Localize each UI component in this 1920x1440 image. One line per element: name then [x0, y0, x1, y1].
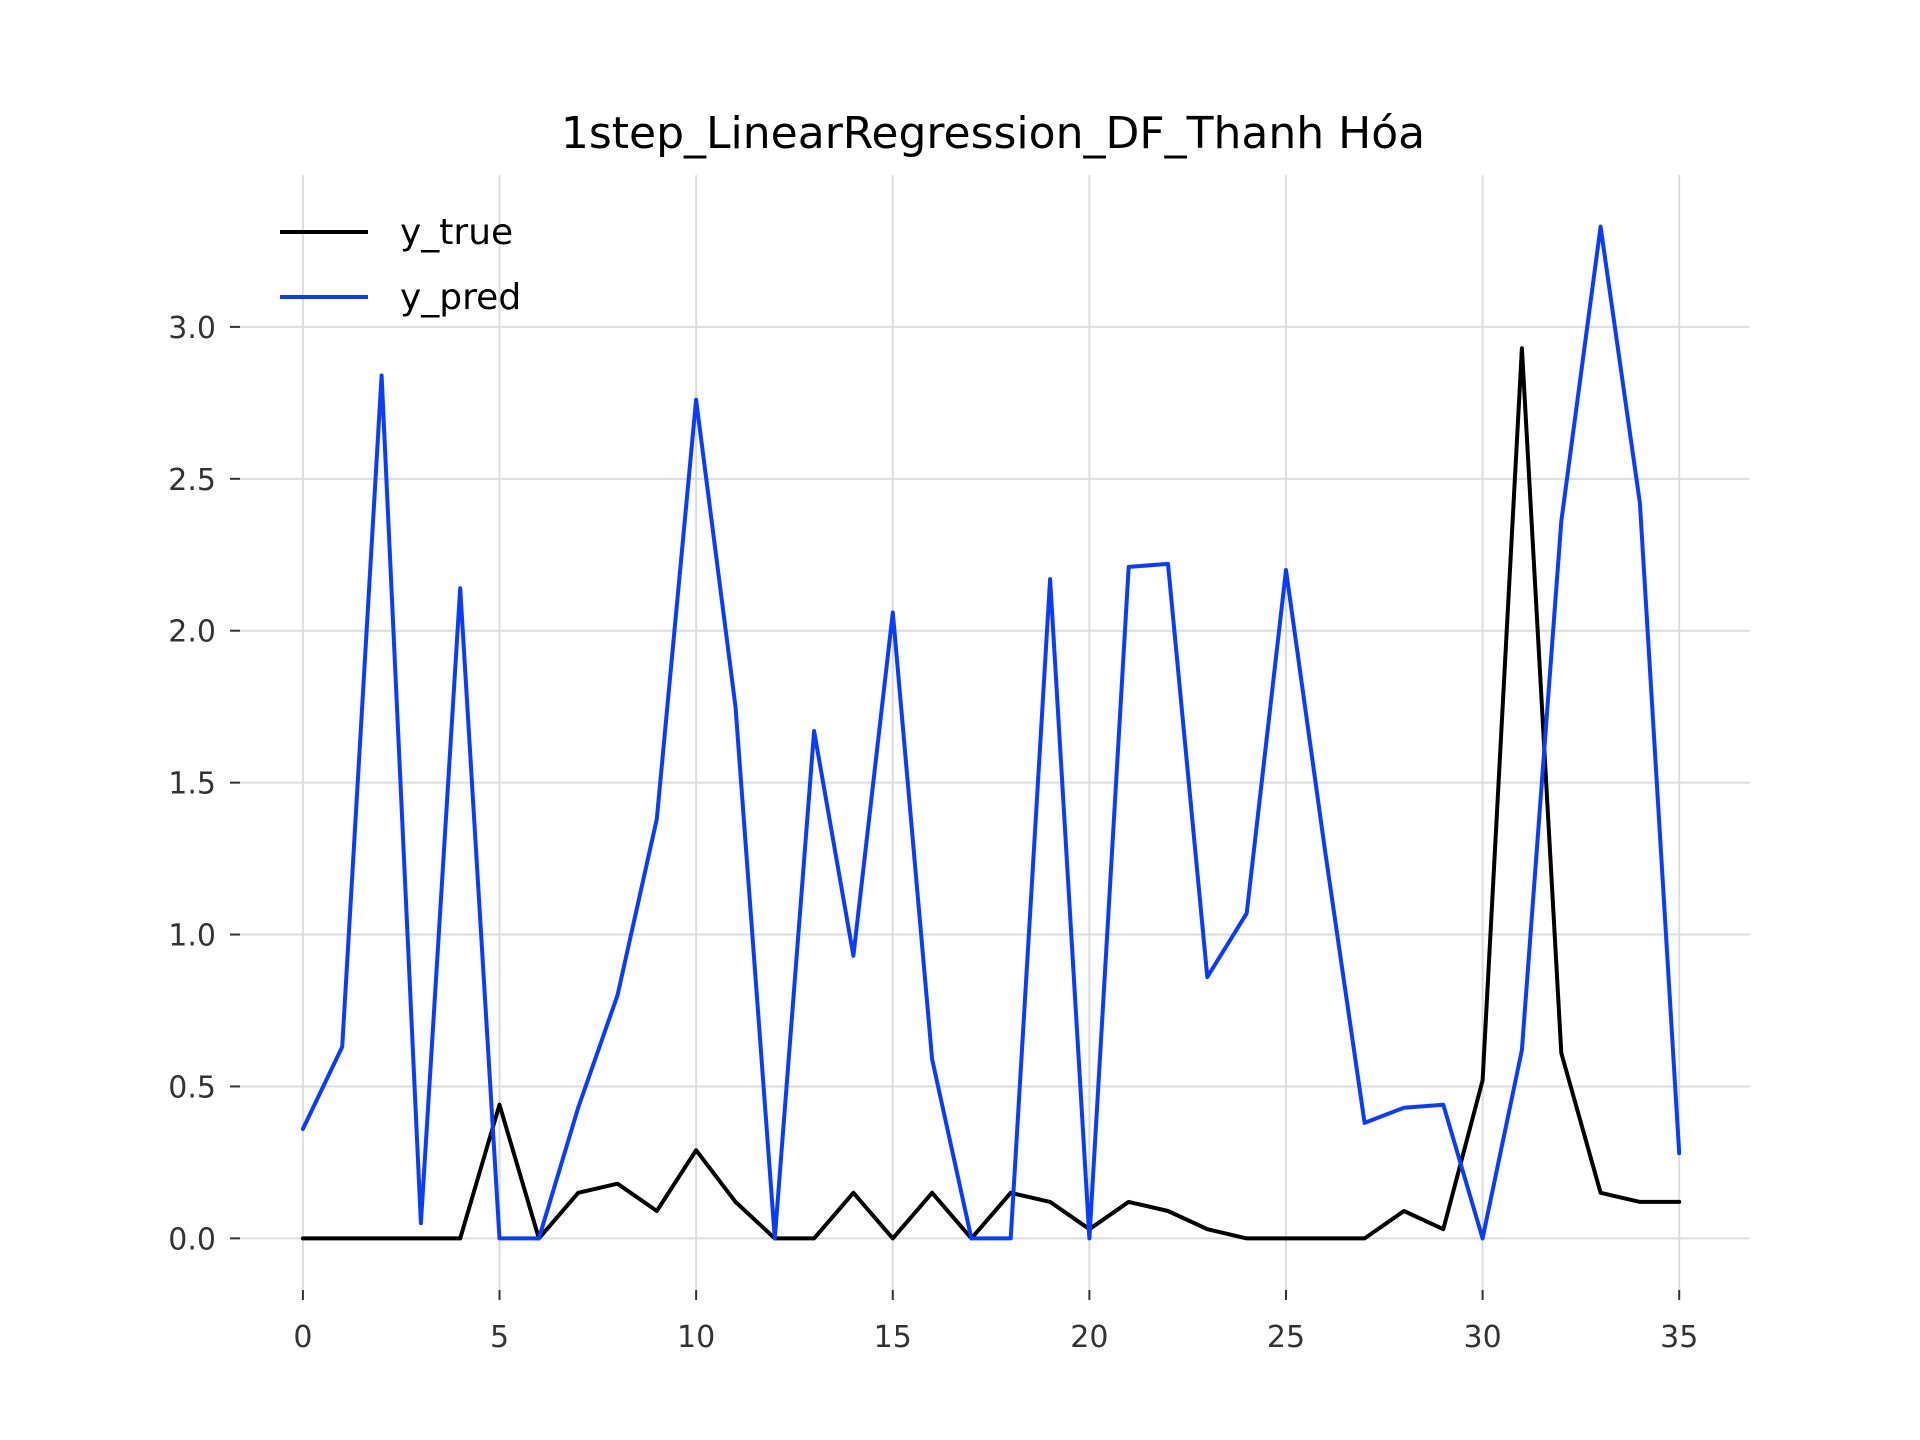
- y-tick-label: 0.5: [168, 1070, 216, 1105]
- chart-title: 1step_LinearRegression_DF_Thanh Hóa: [561, 108, 1425, 159]
- x-tick-label: 20: [1070, 1320, 1108, 1355]
- series-line-y-pred: [300, 224, 1682, 1241]
- y-gridlines: [240, 325, 1750, 1240]
- x-tick-label: 0: [293, 1320, 312, 1355]
- legend-label-y-true: y_true: [400, 212, 513, 253]
- series-lines: [300, 224, 1682, 1241]
- y-tick-label: 3.0: [168, 311, 216, 346]
- y-tick-label: 2.0: [168, 615, 216, 650]
- legend: y_true y_pred: [280, 212, 521, 318]
- x-tick-label: 35: [1660, 1320, 1698, 1355]
- series-line-y-true: [300, 346, 1682, 1241]
- x-axis: 0 5 10 15 20 25 30 35: [293, 1290, 1698, 1355]
- y-axis: 0.0 0.5 1.0 1.5 2.0 2.5 3.0: [168, 311, 240, 1257]
- x-tick-label: 30: [1464, 1320, 1502, 1355]
- y-tick-label: 0.0: [168, 1222, 216, 1257]
- y-tick-label: 1.5: [168, 767, 216, 802]
- legend-label-y-pred: y_pred: [400, 277, 521, 318]
- x-tick-label: 5: [490, 1320, 509, 1355]
- x-tick-label: 15: [874, 1320, 912, 1355]
- x-tick-label: 25: [1267, 1320, 1305, 1355]
- x-tick-label: 10: [677, 1320, 715, 1355]
- x-gridlines: [301, 175, 1681, 1290]
- y-tick-label: 1.0: [168, 919, 216, 954]
- y-tick-label: 2.5: [168, 463, 216, 498]
